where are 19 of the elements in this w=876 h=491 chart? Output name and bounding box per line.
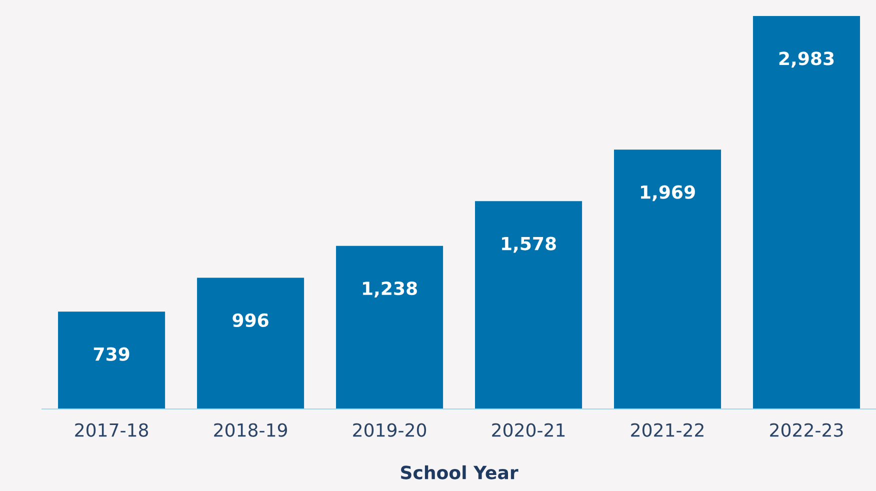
- bar: [614, 150, 722, 409]
- bar: [752, 16, 860, 409]
- bar: [475, 201, 582, 409]
- x-tick-label: 2018-19: [214, 423, 287, 437]
- data-label: 996: [232, 313, 268, 328]
- x-tick-label: 2022-23: [770, 423, 843, 437]
- data-label: 739: [94, 347, 130, 361]
- data-label: 1,969: [640, 185, 695, 202]
- data-label: 1,578: [502, 236, 556, 253]
- x-tick-label: 2020-21: [492, 423, 565, 437]
- bar: [58, 312, 166, 409]
- x-tick-label: 2017-18: [75, 423, 148, 437]
- bar: [197, 278, 304, 409]
- data-label: 1,238: [363, 282, 417, 298]
- x-tick-label: 2019-20: [353, 423, 426, 437]
- x-tick-label: 2021-22: [631, 423, 704, 437]
- data-label: 2,983: [779, 52, 834, 68]
- bar: [336, 246, 444, 409]
- x-axis-title: School Year: [401, 465, 518, 480]
